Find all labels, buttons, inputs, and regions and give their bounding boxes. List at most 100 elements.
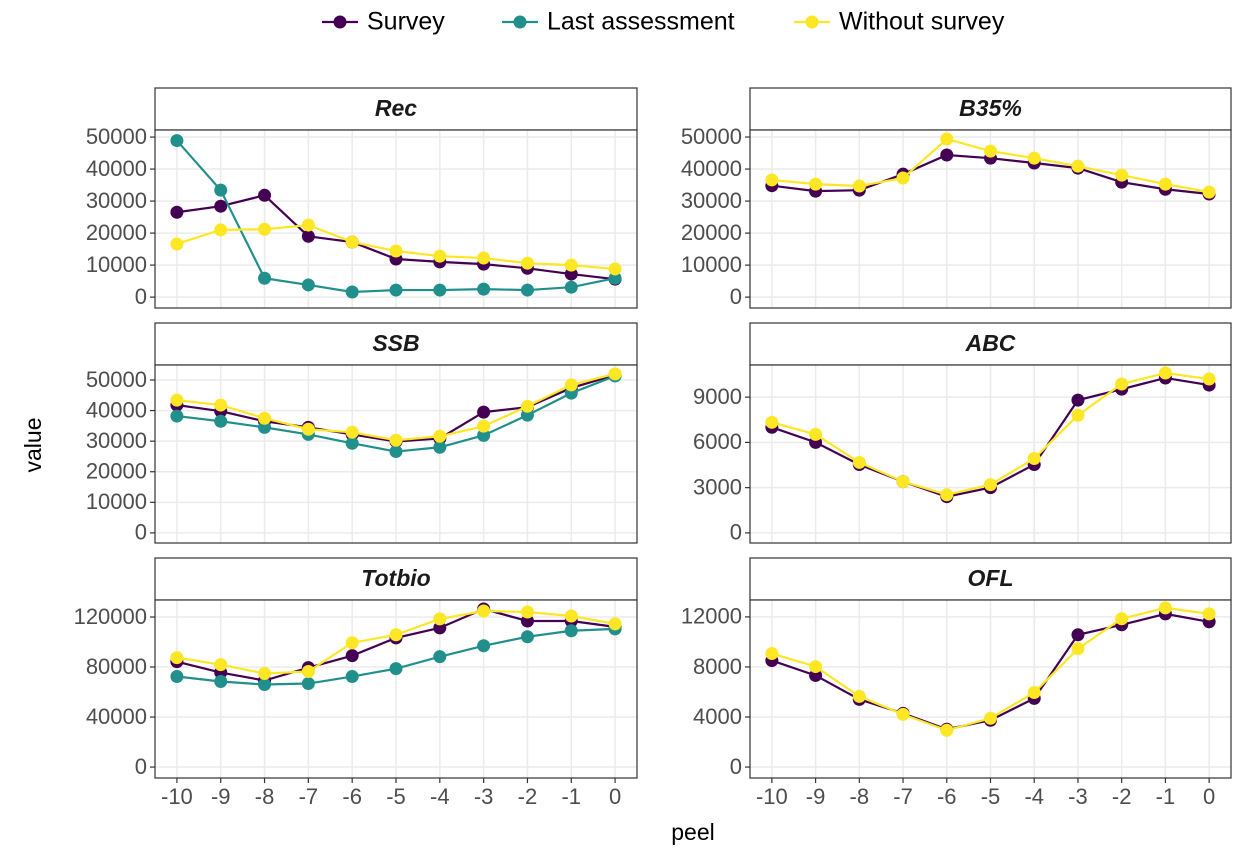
data-point: [345, 436, 359, 450]
data-point: [940, 148, 954, 162]
data-point: [477, 419, 491, 433]
data-point: [564, 609, 578, 623]
data-point: [940, 488, 954, 502]
x-tick-label: -7: [299, 784, 319, 809]
data-point: [433, 283, 447, 297]
data-point: [1202, 185, 1216, 199]
data-point: [477, 639, 491, 653]
facet-strip: [154, 557, 638, 601]
data-point: [433, 440, 447, 454]
data-point: [389, 662, 403, 676]
data-point: [301, 218, 315, 232]
data-point: [1027, 685, 1041, 699]
data-point: [214, 658, 228, 672]
data-point: [1115, 377, 1129, 391]
data-point: [564, 258, 578, 272]
data-point: [389, 283, 403, 297]
facet-strip: [154, 87, 638, 131]
panel-border: [749, 129, 1232, 309]
x-tick-label: -6: [342, 784, 362, 809]
y-tick-label: 40000: [86, 397, 147, 422]
data-point: [1071, 642, 1085, 656]
data-point: [301, 422, 315, 436]
data-point: [564, 267, 578, 281]
data-point: [214, 223, 228, 237]
data-point: [170, 393, 184, 407]
data-point: [765, 647, 779, 661]
y-tick-label: 20000: [681, 220, 742, 245]
facet-title: ABC: [965, 330, 1016, 356]
data-point: [170, 409, 184, 423]
facet-strip: [154, 322, 638, 366]
x-tick-label: 0: [1203, 784, 1215, 809]
data-point: [1071, 628, 1085, 642]
data-point: [301, 677, 315, 691]
data-point: [214, 414, 228, 428]
facet-strip: [749, 322, 1232, 366]
data-point: [564, 378, 578, 392]
x-tick-label: -6: [937, 784, 957, 809]
data-point: [389, 244, 403, 258]
y-tick-label: 120000: [74, 604, 147, 629]
x-tick-label: -8: [255, 784, 275, 809]
data-point: [258, 678, 272, 692]
y-tick-label: 4000: [693, 704, 742, 729]
facet-title: B35%: [959, 95, 1022, 121]
data-point: [852, 455, 866, 469]
data-point: [477, 251, 491, 265]
data-point: [477, 405, 491, 419]
data-point: [477, 604, 491, 618]
data-point: [1115, 612, 1129, 626]
facet-title: Totbio: [361, 565, 430, 591]
data-point: [520, 399, 534, 413]
x-tick-label: 0: [609, 784, 621, 809]
x-tick-label: -4: [1024, 784, 1044, 809]
y-axis-title: value: [20, 418, 46, 473]
data-point: [984, 478, 997, 492]
x-axis-title: peel: [671, 819, 714, 845]
data-point: [345, 235, 359, 249]
y-tick-label: 0: [730, 754, 742, 779]
data-point: [608, 271, 622, 285]
data-point: [608, 617, 622, 631]
y-tick-label: 8000: [693, 654, 742, 679]
data-point: [301, 278, 315, 292]
facet-strip: [749, 87, 1232, 131]
y-tick-label: 40000: [86, 704, 147, 729]
data-point: [896, 171, 910, 185]
x-tick-label: -8: [850, 784, 870, 809]
y-tick-label: 30000: [86, 428, 147, 453]
data-point: [809, 177, 823, 191]
y-tick-label: 6000: [693, 429, 742, 454]
y-tick-label: 9000: [693, 384, 742, 409]
data-point: [520, 605, 534, 619]
y-tick-label: 0: [135, 284, 147, 309]
data-point: [170, 651, 184, 665]
data-point: [984, 144, 997, 158]
data-point: [345, 285, 359, 299]
data-point: [301, 229, 315, 243]
facet-title: Rec: [375, 95, 417, 121]
data-point: [1158, 366, 1172, 380]
y-tick-label: 0: [730, 284, 742, 309]
legend-label: Without survey: [839, 8, 1005, 36]
data-point: [1027, 151, 1041, 165]
x-tick-label: -1: [561, 784, 581, 809]
data-point: [809, 427, 823, 441]
data-point: [520, 283, 534, 297]
y-tick-label: 10000: [86, 489, 147, 514]
y-tick-label: 20000: [86, 459, 147, 484]
data-point: [984, 711, 997, 725]
legend-marker: [805, 15, 819, 29]
data-point: [564, 624, 578, 638]
data-point: [345, 425, 359, 439]
data-point: [258, 271, 272, 285]
data-point: [433, 249, 447, 263]
data-point: [389, 628, 403, 642]
data-point: [1158, 177, 1172, 191]
legend-marker: [333, 15, 347, 29]
y-tick-label: 3000: [693, 474, 742, 499]
data-point: [477, 428, 491, 442]
data-point: [433, 650, 447, 664]
y-tick-label: 50000: [86, 124, 147, 149]
